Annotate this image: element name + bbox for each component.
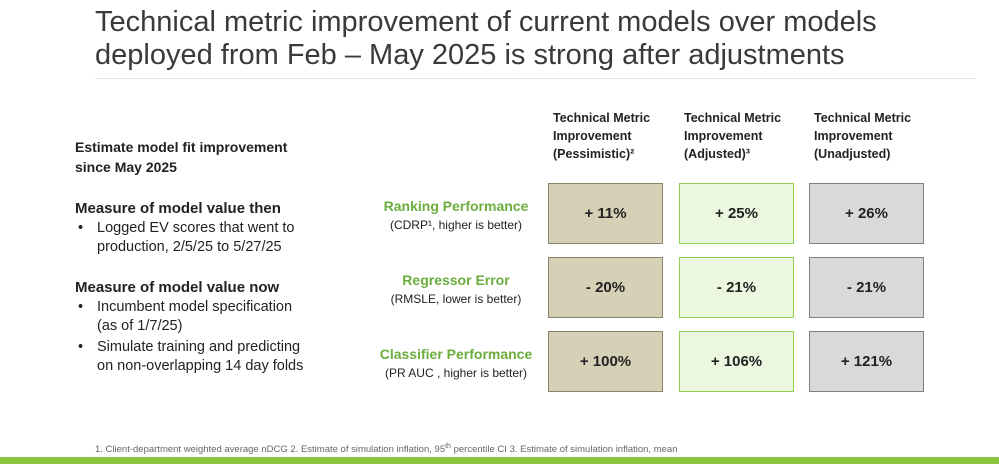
footnote: 1. Client-department weighted average nD… [95, 443, 677, 455]
footnote-part: percentile CI 3. Estimate of simulation … [450, 444, 678, 456]
left-heading: Estimate model fit improvement [75, 139, 288, 155]
metric-cell: - 21% [809, 257, 924, 318]
column-header: Improvement [684, 129, 763, 143]
title-line: Technical metric improvement of current … [95, 6, 877, 38]
title-rule [95, 78, 975, 79]
row-label: Classifier Performance [379, 346, 533, 362]
bullet-text: production, 2/5/25 to 5/27/25 [97, 239, 282, 255]
metric-cell: + 26% [809, 183, 924, 244]
column-header: (Pessimistic)² [553, 147, 635, 161]
bullet-text: (as of 1/7/25) [97, 318, 183, 334]
row-label: Regressor Error [402, 272, 510, 288]
footer-bar [0, 457, 999, 464]
footnote-part: th [445, 443, 451, 450]
column-header: Technical Metric [814, 111, 912, 125]
row-label: Ranking Performance [383, 198, 529, 214]
bullet-text: Incumbent model specification [97, 299, 293, 315]
left-heading: since May 2025 [75, 159, 177, 175]
metric-cell: + 25% [679, 183, 794, 244]
metric-cell: - 21% [679, 257, 794, 318]
bullet-dot: • [78, 220, 84, 236]
bullet-text: on non-overlapping 14 day folds [97, 358, 304, 374]
footnote-part: 1. Client-department weighted average nD… [95, 444, 446, 456]
metric-cell: + 121% [809, 331, 924, 392]
column-header: Technical Metric [553, 111, 651, 125]
section-title: Measure of model value then [75, 200, 281, 217]
metric-cell: - 20% [548, 257, 663, 318]
row-note: (PR AUC , higher is better) [384, 366, 528, 380]
row-note: (CDRP¹, higher is better) [389, 218, 523, 232]
column-header: (Unadjusted) [814, 147, 891, 161]
metric-cell: + 11% [548, 183, 663, 244]
bullet-dot: • [78, 299, 84, 315]
metric-cell: + 106% [679, 331, 794, 392]
column-header: (Adjusted)³ [684, 147, 750, 161]
row-note: (RMSLE, lower is better) [390, 292, 522, 306]
column-header: Improvement [553, 129, 632, 143]
bullet-text: Simulate training and predicting [97, 339, 301, 355]
column-header: Technical Metric [684, 111, 782, 125]
section-title: Measure of model value now [75, 279, 280, 296]
title-line: deployed from Feb – May 2025 is strong a… [95, 39, 845, 71]
bullet-dot: • [78, 339, 84, 355]
metric-cell: + 100% [548, 331, 663, 392]
bullet-text: Logged EV scores that went to [97, 220, 295, 236]
column-header: Improvement [814, 129, 893, 143]
